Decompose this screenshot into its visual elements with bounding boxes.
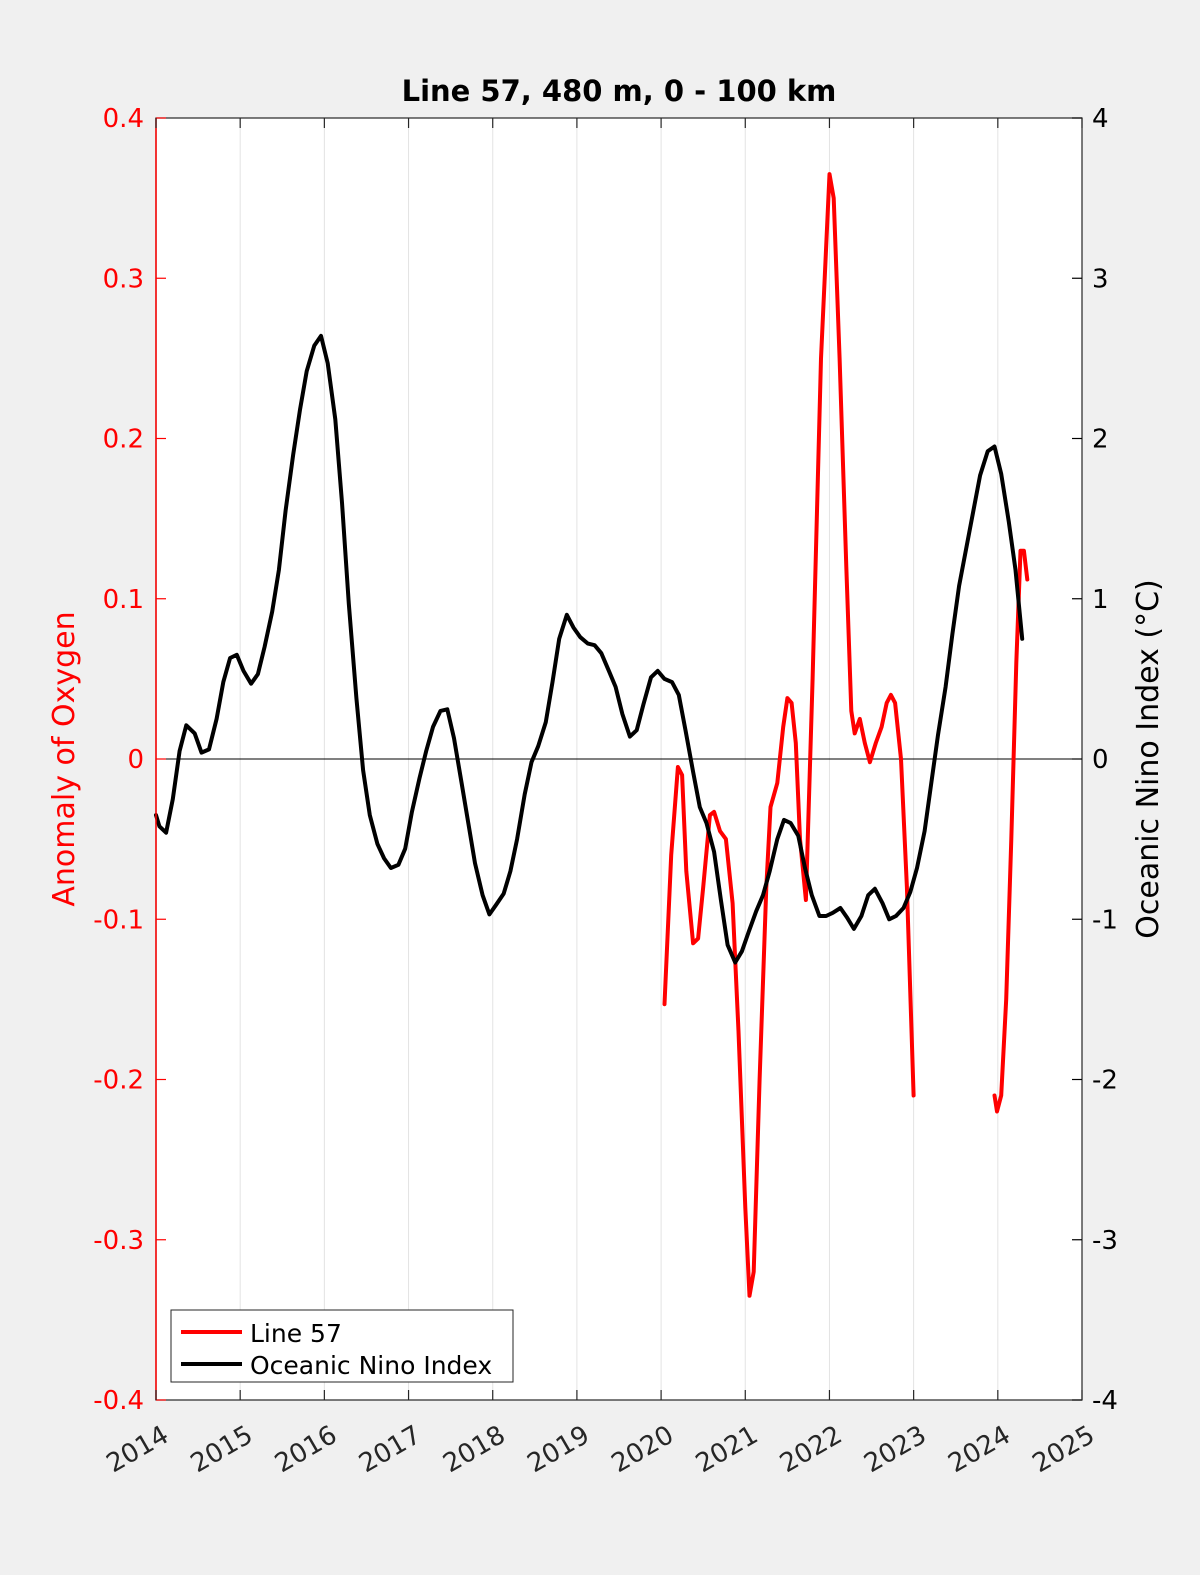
series-line-oceanic-nino-index-segment-0 [154,333,1025,965]
right-tick-label-0: 0 [1092,745,1109,775]
legend: Line 57 Oceanic Nino Index [170,1309,514,1383]
left-axis: -0.4 -0.3 -0.2 -0.1 0 0.1 0.2 0.3 0.4 [93,104,166,1416]
series-line-line-57-segment-0 [662,172,916,1298]
left-tick-label-0.1: 0.1 [103,585,144,615]
legend-label-line-57: Line 57 [250,1319,342,1348]
right-tick-label-4: 4 [1092,104,1109,134]
right-tick-label-2: 2 [1092,425,1109,455]
series-lines [154,172,1030,1298]
chart-title: Line 57, 480 m, 0 - 100 km [402,74,837,108]
left-tick-label--0.2: -0.2 [93,1066,144,1096]
right-tick-label--1: -1 [1092,905,1118,935]
right-tick-label-3: 3 [1092,264,1109,294]
left-tick-label-0.3: 0.3 [103,264,144,294]
legend-box [170,1309,514,1383]
left-tick-label-0: 0 [127,745,144,775]
series-line-line-57-segment-1 [992,548,1030,1114]
left-tick-label-0.4: 0.4 [103,104,144,134]
right-tick-label--4: -4 [1092,1386,1118,1416]
right-tick-label-1: 1 [1092,585,1109,615]
left-axis-label: Anomaly of Oxygen [47,611,82,906]
legend-label-oni: Oceanic Nino Index [250,1351,492,1380]
left-tick-label-0.2: 0.2 [103,425,144,455]
right-tick-label--2: -2 [1092,1066,1118,1096]
right-tick-label--3: -3 [1092,1226,1118,1256]
right-axis: -4 -3 -2 -1 0 1 2 3 4 [1072,104,1118,1416]
right-axis-label: Oceanic Nino Index (°C) [1131,579,1166,939]
left-tick-label--0.4: -0.4 [93,1386,144,1416]
left-tick-label--0.3: -0.3 [93,1226,144,1256]
left-tick-label--0.1: -0.1 [93,905,144,935]
